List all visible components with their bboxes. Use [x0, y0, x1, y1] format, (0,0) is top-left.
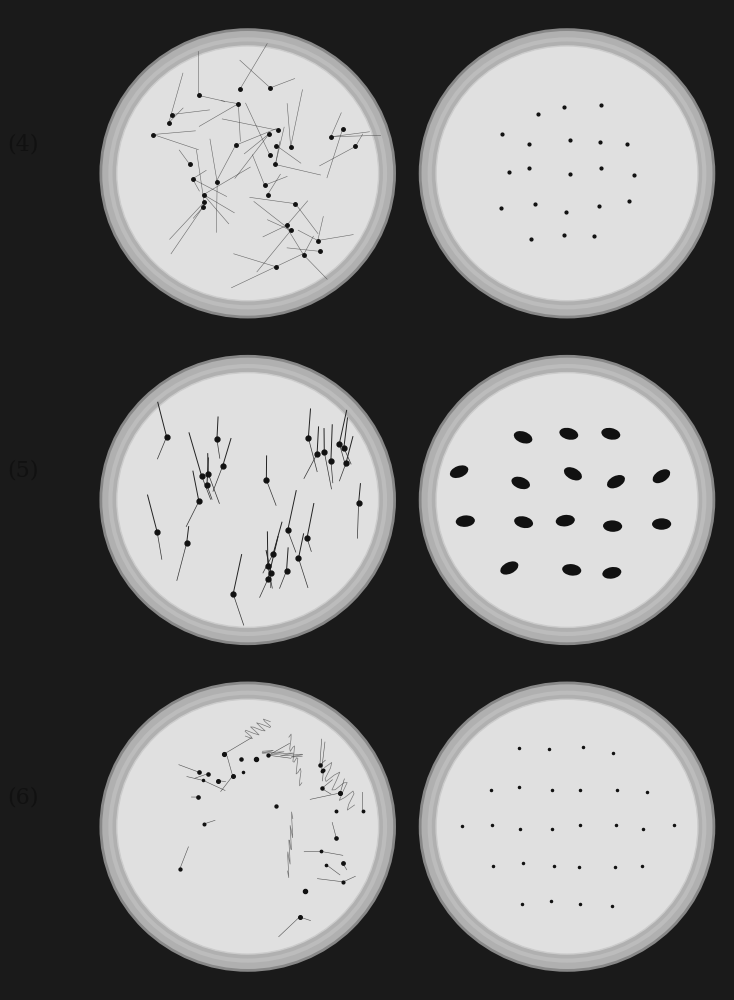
- Ellipse shape: [101, 356, 395, 644]
- Text: (5): (5): [7, 460, 39, 482]
- Text: (6): (6): [7, 787, 39, 809]
- Ellipse shape: [436, 373, 698, 627]
- Ellipse shape: [501, 561, 518, 575]
- Ellipse shape: [101, 30, 395, 317]
- Ellipse shape: [603, 520, 622, 532]
- Ellipse shape: [559, 428, 578, 440]
- Ellipse shape: [601, 428, 620, 440]
- Ellipse shape: [514, 431, 532, 444]
- Ellipse shape: [117, 46, 379, 301]
- Ellipse shape: [562, 564, 581, 576]
- Ellipse shape: [450, 465, 468, 478]
- Ellipse shape: [420, 683, 714, 970]
- Ellipse shape: [512, 477, 530, 489]
- Ellipse shape: [436, 699, 698, 954]
- Ellipse shape: [420, 356, 714, 644]
- Text: (4): (4): [7, 133, 39, 155]
- Ellipse shape: [117, 699, 379, 954]
- Ellipse shape: [117, 373, 379, 627]
- Ellipse shape: [420, 30, 714, 317]
- Ellipse shape: [456, 515, 475, 527]
- Ellipse shape: [101, 683, 395, 970]
- Ellipse shape: [564, 467, 582, 480]
- Ellipse shape: [653, 469, 670, 483]
- Ellipse shape: [436, 46, 698, 301]
- Ellipse shape: [603, 567, 621, 579]
- Ellipse shape: [607, 475, 625, 488]
- Ellipse shape: [652, 518, 671, 530]
- Ellipse shape: [515, 516, 533, 528]
- Ellipse shape: [556, 515, 575, 526]
